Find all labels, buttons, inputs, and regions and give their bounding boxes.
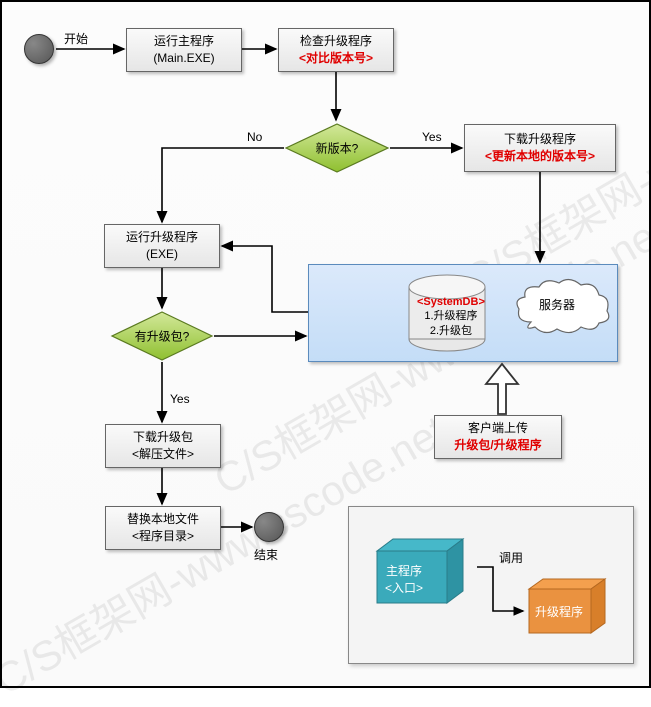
has-pkg-yes: Yes xyxy=(170,392,190,406)
check-upg-line2: <对比版本号> xyxy=(299,50,373,67)
box-run-upgrade: 运行升级程序 (EXE) xyxy=(104,224,220,268)
box-upload: 客户端上传 升级包/升级程序 xyxy=(434,415,562,459)
dl-pkg-line2: <解压文件> xyxy=(132,446,194,463)
run-main-line1: 运行主程序 xyxy=(154,33,214,50)
run-upg-line1: 运行升级程序 xyxy=(126,229,198,246)
replace-line2: <程序目录> xyxy=(132,528,194,545)
upload-line2: 升级包/升级程序 xyxy=(454,437,541,454)
db-title: <SystemDB> xyxy=(417,296,485,308)
start-node xyxy=(24,34,54,64)
has-pkg-label: 有升级包? xyxy=(110,328,214,345)
replace-line1: 替换本地文件 xyxy=(127,511,199,528)
end-node xyxy=(254,512,284,542)
server-box: <SystemDB> 1.升级程序 2.升级包 服务器 xyxy=(308,264,618,362)
box-download-package: 下载升级包 <解压文件> xyxy=(105,424,221,468)
run-upg-line2: (EXE) xyxy=(146,246,178,263)
check-upg-line1: 检查升级程序 xyxy=(300,33,372,50)
new-version-label: 新版本? xyxy=(284,140,390,157)
db-line1: 1.升级程序 xyxy=(424,310,477,322)
legend-call-label: 调用 xyxy=(499,549,523,566)
yes-label: Yes xyxy=(422,130,442,144)
dl-prog-line2: <更新本地的版本号> xyxy=(485,148,595,165)
cloud-label: 服务器 xyxy=(539,297,575,314)
legend-main-line1: 主程序 xyxy=(386,564,422,578)
box-run-main: 运行主程序 (Main.EXE) xyxy=(126,28,242,72)
decision-new-version: 新版本? xyxy=(284,122,390,174)
end-label: 结束 xyxy=(254,546,278,563)
no-label: No xyxy=(247,130,262,144)
db-line2: 2.升级包 xyxy=(430,325,472,337)
dl-pkg-line1: 下载升级包 xyxy=(133,429,193,446)
dl-prog-line1: 下载升级程序 xyxy=(504,131,576,148)
box-replace-files: 替换本地文件 <程序目录> xyxy=(105,506,221,550)
hollow-arrow xyxy=(486,364,518,414)
legend-upg-label: 升级程序 xyxy=(535,605,583,619)
start-label: 开始 xyxy=(64,30,88,47)
legend-box: 主程序 <入口> 调用 升级程序 xyxy=(348,506,634,664)
run-main-line2: (Main.EXE) xyxy=(153,50,214,67)
flowchart-canvas: C/S框架网-www.cscode.net C/S框架网-www.cscode.… xyxy=(0,0,651,688)
upload-line1: 客户端上传 xyxy=(468,420,528,437)
box-download-program: 下载升级程序 <更新本地的版本号> xyxy=(464,124,616,172)
box-check-upgrade: 检查升级程序 <对比版本号> xyxy=(278,28,394,72)
legend-main-line2: <入口> xyxy=(385,581,423,595)
decision-has-package: 有升级包? xyxy=(110,310,214,362)
